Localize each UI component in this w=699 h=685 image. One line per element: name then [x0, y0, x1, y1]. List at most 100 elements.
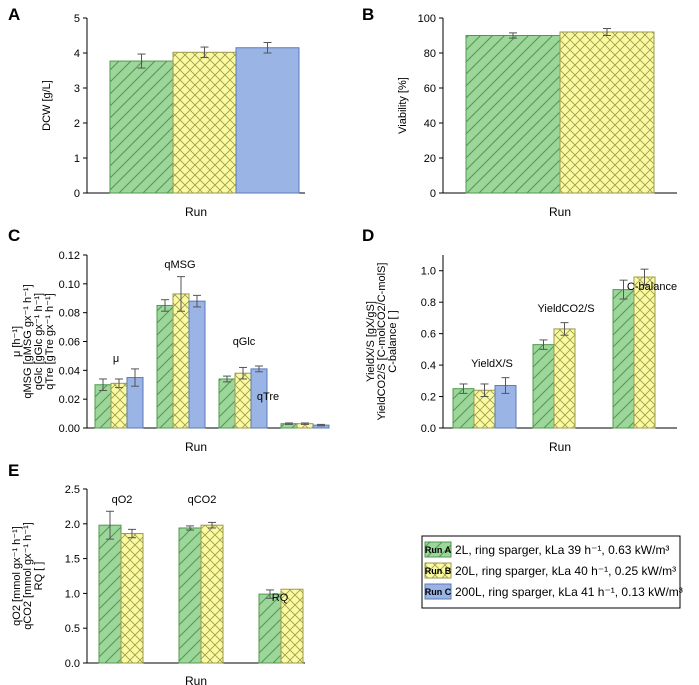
panel-b: B 0 20 40 60 80 100 Viability [%] Run [362, 5, 677, 219]
error-bar [193, 294, 201, 308]
error-bar [317, 423, 325, 427]
legend-entry-text: 200L, ring sparger, kLa 41 h⁻¹, 0.13 kW/… [455, 585, 683, 599]
y-tick-label: 0.0 [421, 423, 436, 435]
panel-c: C0.000.020.040.060.080.100.12μ [h⁻¹] qMSG… [8, 226, 330, 454]
y-tick-label: 80 [424, 48, 436, 60]
bar-run-a-0 [94, 384, 112, 429]
y-axis-label-line: RQ [ ] [33, 562, 45, 591]
bar-run-a-1 [532, 344, 555, 429]
panel-letter: A [8, 5, 20, 24]
panel-a: A 0 1 2 3 4 5 DCW [g/L] Run [8, 5, 305, 219]
x-axis-label: Run [549, 440, 571, 454]
error-bar [137, 53, 146, 69]
error-bar [223, 375, 231, 383]
y-axis-label-line: qCO2 [mmol gx⁻¹ h⁻¹] [22, 522, 34, 630]
y-tick-label: 0.5 [65, 623, 80, 635]
bar-run-a-0 [452, 388, 475, 429]
x-axis-label: Run [185, 440, 207, 454]
error-bar [301, 422, 309, 425]
y-tick-label: 0.8 [421, 297, 436, 309]
error-bar [131, 368, 139, 387]
category-label: YieldX/S [471, 358, 513, 370]
y-tick-label: 1.0 [421, 266, 436, 278]
error-bar [480, 383, 489, 398]
legend-swatch [424, 562, 452, 579]
y-tick-label: 2.0 [65, 519, 80, 531]
y-axis-label-line: C-balance [ ] [387, 310, 399, 372]
y-tick-label: 1 [74, 153, 80, 165]
error-bar [208, 521, 216, 529]
y-axis-label-line: YieldX/S [gX/gS] [365, 301, 377, 382]
bar-run-c-1 [188, 300, 206, 429]
error-bar [115, 378, 123, 389]
category-label: RQ [272, 592, 289, 604]
y-axis-label-line: qGlc [gGlc gx⁻¹ h⁻¹] [33, 293, 45, 390]
category-label: qTre [257, 391, 279, 403]
y-axis-label-line: qTre [gTre gx⁻¹ h⁻¹] [44, 293, 56, 389]
bar-run-b-1 [553, 328, 576, 429]
error-bar [255, 365, 263, 373]
error-bar [509, 32, 517, 39]
y-tick-label: 5 [74, 13, 80, 25]
bar-run-b-0 [172, 51, 237, 194]
y-tick-label: 4 [74, 48, 80, 60]
x-axis-label: Run [549, 205, 571, 219]
bar-run-b-2 [234, 372, 252, 429]
y-tick-label: 0.10 [59, 279, 80, 291]
y-tick-label: 0.08 [59, 308, 80, 320]
bar-run-b-0 [559, 31, 655, 194]
legend-entry-text: 2L, ring sparger, kLa 39 h⁻¹, 0.63 kW/m³ [455, 543, 669, 557]
bar-run-b-1 [200, 524, 224, 664]
legend-key-label: Run C [425, 587, 452, 597]
y-axis-label: DCW [g/L] [41, 80, 53, 131]
bar-run-a-2 [218, 378, 236, 429]
y-tick-label: 0.2 [421, 392, 436, 404]
bar-run-b-1 [172, 293, 190, 429]
y-tick-label: 0.02 [59, 394, 80, 406]
bar-run-a-0 [465, 35, 561, 194]
error-bar [106, 510, 114, 540]
bar-run-a-0 [98, 524, 122, 664]
y-tick-label: 1.5 [65, 554, 80, 566]
y-tick-label: 0.6 [421, 329, 436, 341]
y-axis-label: Viability [%] [397, 77, 409, 134]
error-bar [161, 299, 169, 312]
y-tick-label: 0.12 [59, 250, 80, 262]
x-axis-label: Run [185, 205, 207, 219]
y-tick-label: 0 [430, 188, 436, 200]
y-tick-label: 40 [424, 118, 436, 130]
error-bar [619, 279, 628, 300]
y-tick-label: 0 [74, 188, 80, 200]
error-bar [285, 422, 293, 425]
error-bar [177, 276, 185, 312]
category-label: μ [113, 353, 119, 365]
legend-key-label: Run A [425, 545, 452, 555]
bar-run-b-2 [280, 588, 304, 664]
legend-key-label: Run B [425, 566, 452, 576]
category-label: qO2 [112, 494, 133, 506]
error-bar [459, 383, 468, 394]
bar-run-c-0 [235, 47, 300, 194]
bar-run-a-2 [258, 593, 282, 664]
bar-run-b-2 [633, 276, 656, 429]
category-label: qMSG [164, 259, 195, 271]
y-tick-label: 0.04 [59, 365, 80, 377]
panel-letter: D [362, 226, 374, 245]
error-bar [560, 322, 569, 336]
error-bar [501, 377, 510, 394]
y-tick-label: 2.5 [65, 484, 80, 496]
bar-run-a-1 [178, 527, 202, 664]
y-tick-label: 60 [424, 83, 436, 95]
y-axis-label-line: YieldCO2/S [C-molCO2/C-molS] [376, 263, 388, 421]
y-tick-label: 1.0 [65, 588, 80, 600]
y-tick-label: 0.0 [65, 658, 80, 670]
legend-entry-text: 20L, ring sparger, kLa 40 h⁻¹, 0.25 kW/m… [455, 564, 676, 578]
y-tick-label: 3 [74, 83, 80, 95]
bar-run-a-1 [156, 304, 174, 429]
y-tick-label: 0.00 [59, 423, 80, 435]
y-axis-label-line: qO2 [mmol gx⁻¹ h⁻¹] [11, 526, 23, 626]
legend [421, 535, 681, 609]
